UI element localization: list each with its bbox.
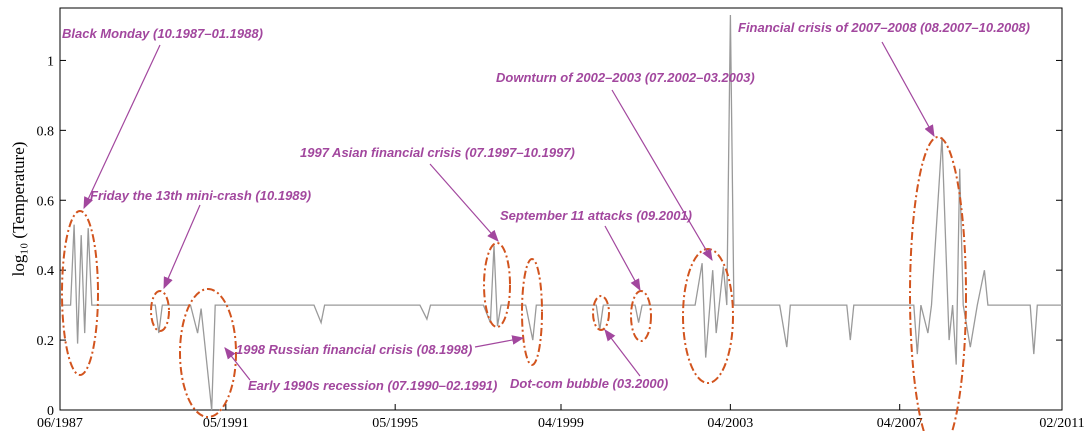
annotation: Early 1990s recession (07.1990–02.1991) [248,378,497,393]
arrow [83,44,161,210]
y-tick-label: 0.6 [37,194,55,209]
annotation: Downturn of 2002–2003 (07.2002–03.2003) [496,70,755,85]
annotation: Financial crisis of 2007–2008 (08.2007–1… [738,20,1030,35]
annotation: Black Monday (10.1987–01.1988) [62,26,263,41]
arrow [474,335,525,348]
arrow [611,89,713,262]
annotation: Dot-com bubble (03.2000) [510,376,668,391]
y-tick-label: 0 [47,404,54,419]
x-tick-label: 04/2003 [707,416,753,431]
x-tick-label: 06/1987 [37,416,83,431]
x-tick-label: 05/1995 [372,416,418,431]
ellipse [592,295,610,331]
annotation: 1997 Asian financial crisis (07.1997–10.… [300,145,575,160]
annotations: Black Monday (10.1987–01.1988) Friday th… [61,20,1030,436]
x-tick-label: 04/1999 [538,416,584,431]
annotation: 1998 Russian financial crisis (08.1998) [236,342,472,357]
ellipse [909,136,967,436]
ellipse [150,290,170,332]
ellipse [521,258,543,366]
x-tick-label: 02/2011 [1039,416,1084,431]
series-line [60,14,1062,411]
y-tick-label: 1 [47,54,54,69]
arrow [604,225,641,292]
arrow [163,204,201,290]
ellipse [630,290,652,342]
arrow [881,41,935,138]
arrow [429,163,499,242]
ellipse [682,248,734,384]
arrow [604,329,641,377]
y-axis-label: log₁₀ (Temperature) [9,142,28,277]
ellipse [179,288,237,418]
arrow [224,347,251,381]
y-tick-label: 0.2 [37,334,55,349]
ellipse [61,210,99,376]
y-tick-label: 0.8 [37,124,55,139]
annotation: Friday the 13th mini-crash (10.1989) [90,188,311,203]
ellipse [483,242,511,328]
x-tick-label: 04/2007 [877,416,923,431]
y-tick-label: 0.4 [37,264,55,279]
annotation: September 11 attacks (09.2001) [500,208,692,223]
x-tick-label: 05/1991 [203,416,249,431]
